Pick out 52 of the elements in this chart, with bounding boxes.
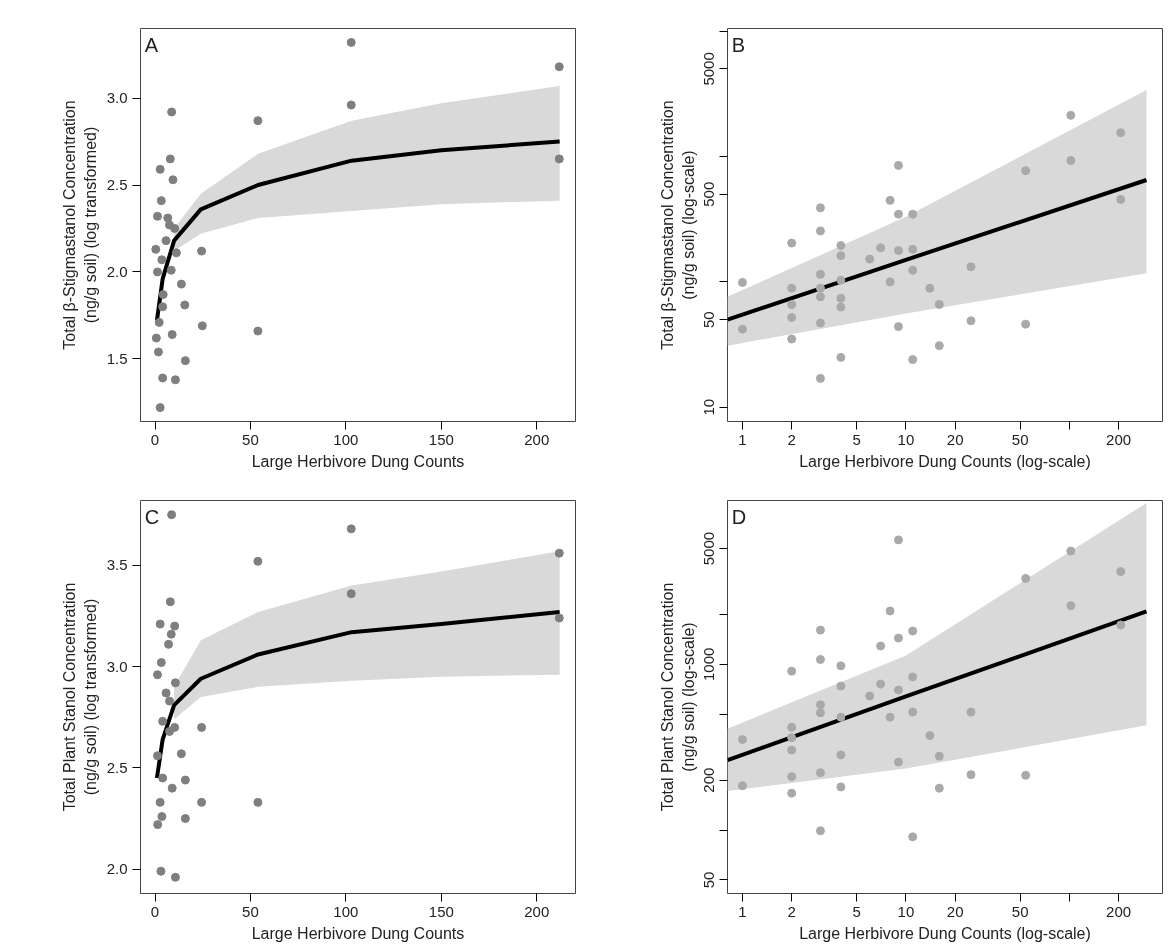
y-tick-label: 1000 [700,647,718,682]
x-axis-title: Large Herbivore Dung Counts [251,924,465,942]
x-tick-label: 5 [852,430,861,448]
y-tick-label: 2.0 [106,262,128,280]
y-tick-label: 2.5 [106,758,128,776]
annotation: D [731,506,747,529]
x-tick-label: 200 [1106,902,1132,920]
x-tick-label: 150 [428,902,454,920]
x-tick-label: 50 [242,902,259,920]
x-tick-label: 100 [333,902,359,920]
y-tick-label: 3.0 [106,89,128,107]
y-tick-label: 50 [700,311,718,328]
y-tick-label: 50 [700,871,718,889]
x-tick-label: 50 [1011,430,1029,448]
y-axis-title: Total Plant Stanol Concentration (ng/g soil) (log transformed) [61,582,99,812]
y-axis-title: Total Plant Stanol Concentration (ng/g soil) (log-scale) [659,582,697,812]
x-tick-label: 50 [242,430,259,448]
x-tick-label: 150 [428,430,454,448]
annotation: C [144,506,160,529]
y-tick-label: 3.5 [106,556,128,574]
x-tick-label: 10 [897,430,915,448]
x-tick-label: 200 [524,902,550,920]
x-tick-label: 200 [524,430,550,448]
x-tick-label: 20 [946,430,964,448]
x-tick-label: 2 [787,902,796,920]
x-tick-label: 1 [738,430,747,448]
x-axis-title: Large Herbivore Dung Counts [251,452,465,470]
y-tick-label: 2.5 [106,176,128,193]
x-axis-title: Large Herbivore Dung Counts (log-scale) [799,452,1091,470]
x-tick-label: 1 [738,902,747,920]
x-tick-label: 100 [333,430,359,448]
x-axis-title: Large Herbivore Dung Counts (log-scale) [799,924,1091,942]
y-tick-label: 10 [700,398,718,416]
y-axis-title: Total β-Stigmastanol Concentration (ng/g soil) (log transformed) [61,100,99,350]
y-tick-label: 5000 [700,52,718,86]
x-tick-label: 10 [897,902,915,920]
x-tick-label: 50 [1011,902,1029,920]
y-axis-title: Total β-Stigmastanol Concentration (ng/g soil) (log-scale) [659,100,697,350]
y-tick-label: 3.0 [106,657,128,675]
y-tick-label: 500 [700,181,718,207]
x-tick-label: 0 [150,902,160,920]
x-tick-label: 5 [852,902,861,920]
x-tick-label: 200 [1106,430,1132,448]
y-tick-label: 1.5 [106,349,128,367]
y-tick-label: 200 [700,767,718,793]
y-tick-label: 2.0 [106,860,128,878]
x-tick-label: 0 [150,430,160,448]
x-tick-label: 2 [787,430,796,448]
y-tick-label: 5000 [700,531,718,566]
annotation: B [731,34,746,57]
x-tick-label: 20 [946,902,964,920]
annotation: A [144,34,159,57]
